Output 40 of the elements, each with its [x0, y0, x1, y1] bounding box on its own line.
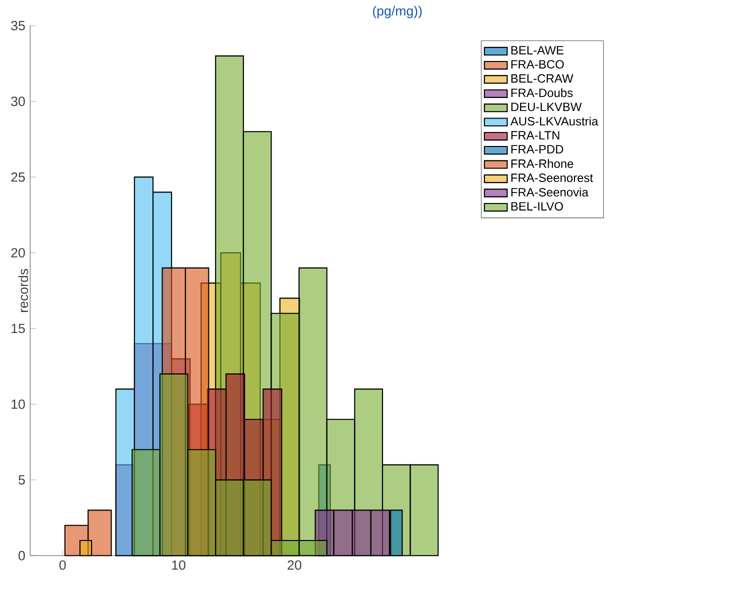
chart-title: (pg/mg)) [372, 6, 422, 18]
legend-label: FRA-Rhone [511, 159, 574, 168]
legend-label: FRA-PDD [511, 145, 564, 154]
y-tick-label: 25 [11, 172, 25, 182]
bar [88, 510, 112, 556]
bar [132, 449, 160, 556]
legend-label: FRA-Seenorest [511, 174, 593, 182]
x-tick-label: 20 [288, 560, 302, 570]
bar [298, 540, 328, 556]
y-tick-label: 5 [18, 475, 25, 485]
y-tick-label: 0 [18, 550, 25, 560]
y-tick-label: 10 [12, 400, 25, 409]
legend-label: AUS-LKVAustria [510, 116, 598, 126]
bar [115, 388, 135, 556]
bar [242, 479, 272, 556]
legend-label: BEL-CRAW [511, 74, 574, 83]
bar [187, 449, 216, 556]
y-tick-label: 20 [11, 248, 25, 258]
y-axis-title: records [18, 268, 28, 312]
legend-label: DEU-LKVBW [511, 102, 582, 112]
legend-label: FRA-LTN [511, 131, 560, 140]
bar [159, 373, 188, 556]
y-tick-label: 35 [11, 20, 25, 30]
y-tick-label: 15 [12, 324, 25, 334]
x-tick-label: 10 [172, 560, 186, 570]
bar [79, 540, 92, 556]
legend-label: FRA-BCO [511, 60, 564, 69]
y-tick-label: 30 [11, 96, 25, 106]
bar [270, 540, 300, 556]
legend-label: BEL-AWE [511, 46, 564, 54]
legend-label: FRA-Seenovia [511, 188, 588, 196]
bar [352, 510, 372, 556]
bar [410, 464, 439, 556]
legend-label: FRA-Doubs [511, 88, 573, 98]
bar [390, 510, 403, 556]
legend-label: BEL-ILVO [511, 202, 563, 211]
bar [215, 479, 244, 556]
bar [333, 510, 353, 556]
bar [370, 510, 390, 556]
x-tick-label: 0 [59, 560, 66, 570]
